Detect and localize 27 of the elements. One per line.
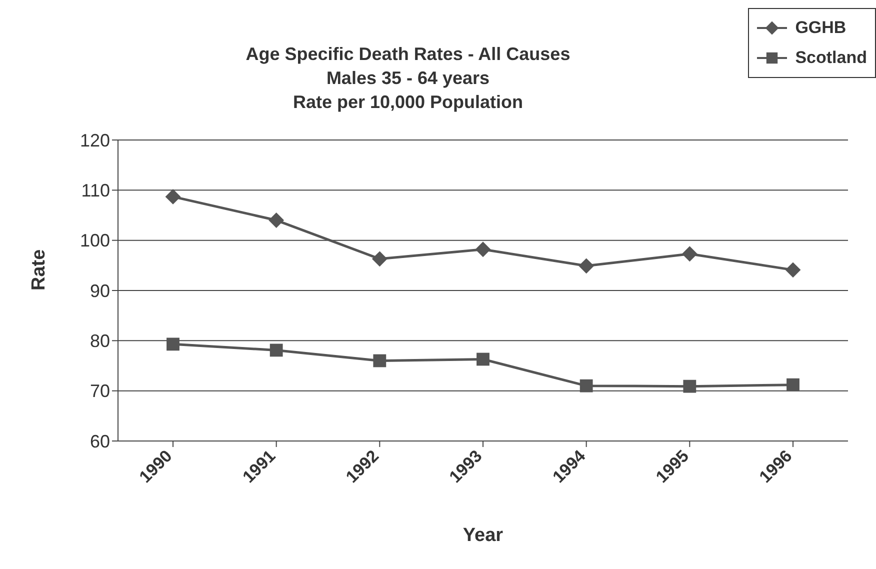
point bbox=[786, 262, 800, 278]
chart-subtitle: Males 35 - 64 years Rate per 10,000 Population bbox=[292, 67, 524, 114]
point bbox=[580, 379, 593, 392]
y-tick-label: 70 bbox=[90, 381, 110, 402]
y-axis-title: Rate bbox=[28, 249, 50, 290]
point bbox=[578, 258, 594, 274]
y-tick-label: 110 bbox=[81, 180, 110, 201]
point bbox=[268, 212, 284, 228]
y-tick-label: 80 bbox=[90, 331, 110, 352]
x-axis-title: Year bbox=[462, 525, 504, 546]
point bbox=[270, 344, 283, 357]
point bbox=[166, 189, 180, 204]
legend-label: Scotland bbox=[794, 47, 867, 69]
chart-title: Age Specific Death Rates - All Causes bbox=[244, 43, 572, 66]
point bbox=[476, 242, 490, 257]
legend-label: GGHB bbox=[794, 17, 848, 39]
point bbox=[683, 380, 696, 393]
point bbox=[166, 338, 180, 351]
y-tick-label: 90 bbox=[90, 280, 110, 301]
y-tick-label: 60 bbox=[90, 431, 110, 452]
point bbox=[476, 352, 490, 366]
point bbox=[682, 246, 698, 262]
point bbox=[786, 378, 800, 392]
point bbox=[372, 251, 388, 266]
y-tick-label: 120 bbox=[80, 130, 110, 150]
point bbox=[373, 354, 386, 368]
y-tick-label: 100 bbox=[80, 230, 110, 251]
